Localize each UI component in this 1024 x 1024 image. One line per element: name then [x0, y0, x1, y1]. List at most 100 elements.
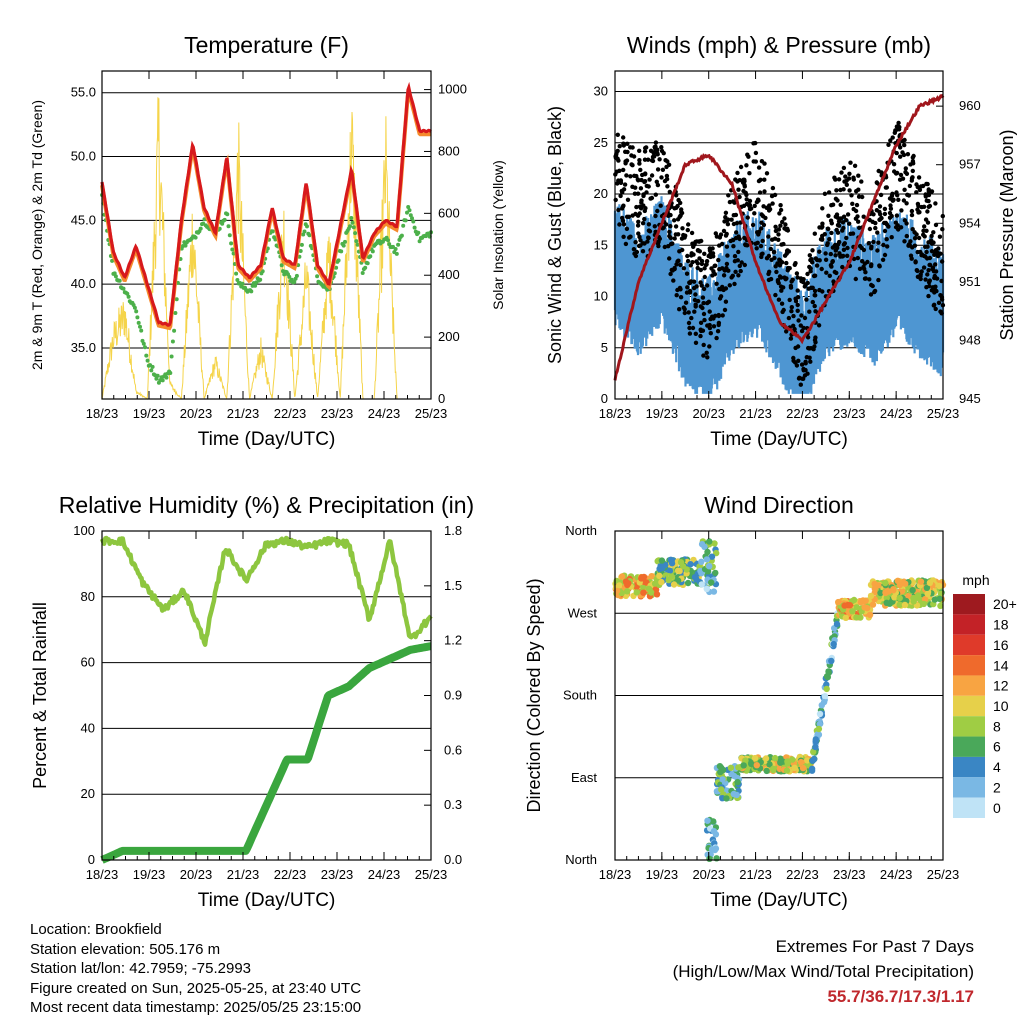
temp-dewpoint-point	[401, 223, 406, 228]
winds-gust-point	[895, 223, 900, 228]
dir-colorbar-label: 18	[993, 617, 1009, 633]
winds-gust-point	[615, 156, 620, 161]
winds-gust-point	[902, 239, 907, 244]
dir-direction-point	[748, 760, 755, 767]
winds-gust-point	[638, 167, 643, 173]
dir-direction-point	[718, 786, 725, 793]
winds-gust-point	[733, 212, 739, 218]
rh-xtick-label: 21/23	[227, 867, 260, 882]
winds-gust-point	[843, 174, 848, 179]
winds-gust-point	[658, 203, 663, 208]
winds-gust-point	[720, 313, 725, 318]
winds-gust-point	[769, 257, 774, 262]
winds-gust-point	[878, 192, 884, 198]
winds-gust-point	[667, 229, 672, 235]
winds-gust-point	[841, 165, 847, 171]
winds-gust-point	[911, 153, 916, 159]
winds-gust-point	[764, 171, 770, 176]
dir-direction-point	[713, 549, 720, 557]
temp-dewpoint-point	[121, 286, 126, 291]
winds-gust-point	[785, 265, 791, 271]
winds-gust-point	[873, 220, 878, 226]
temp-dewpoint-point	[150, 364, 155, 369]
winds-gust-point	[647, 177, 652, 182]
winds-gust-point	[655, 152, 660, 157]
dir-direction-point	[706, 538, 713, 545]
rh-ytick-right-label: 0.0	[444, 852, 462, 867]
dir-direction-point	[656, 572, 663, 579]
dir-direction-point	[799, 764, 807, 772]
winds-gust-point	[631, 247, 637, 252]
dir-direction-point	[833, 620, 841, 628]
winds-gust-point	[667, 189, 672, 195]
dir-direction-point	[810, 755, 818, 763]
winds-gust-point	[731, 244, 736, 249]
winds-gust-point	[845, 245, 850, 251]
winds-gust-point	[844, 235, 849, 241]
winds-ytick-right-label: 960	[959, 98, 981, 113]
winds-gust-point	[766, 234, 771, 239]
winds-gust-point	[932, 252, 937, 257]
rh-ytick-right-label: 0.3	[444, 797, 462, 812]
winds-gust-point	[906, 193, 912, 198]
winds-gust-point	[826, 190, 832, 195]
rh-xtick-label: 23/23	[321, 867, 354, 882]
winds-gust-point	[687, 288, 693, 294]
winds-gust-point	[755, 230, 760, 235]
dir-direction-point	[853, 604, 860, 611]
temp-dewpoint-point	[349, 216, 354, 220]
winds-gust-point	[926, 293, 931, 299]
temp-dewpoint-point	[134, 309, 139, 314]
dir-direction-point	[706, 855, 713, 862]
winds-gust-point	[882, 252, 888, 258]
dir-direction-point	[734, 778, 741, 786]
dir-direction-point	[920, 600, 928, 608]
winds-gust-point	[672, 218, 677, 223]
winds-gust-point	[744, 201, 750, 207]
winds-gust-point	[681, 266, 687, 271]
winds-gust-point	[733, 269, 738, 274]
winds-gust-point	[888, 138, 893, 143]
winds-gust-point	[615, 132, 620, 137]
temp-solar-line	[101, 97, 431, 400]
winds-gust-point	[718, 287, 723, 292]
winds-ytick-label: 30	[594, 84, 608, 99]
info-location: Location: Brookfield	[30, 921, 162, 938]
winds-gust-point	[642, 216, 647, 222]
dir-direction-point	[883, 594, 890, 602]
winds-gust-point	[847, 188, 852, 193]
winds-gust-point	[752, 211, 757, 216]
station-info: Location: Brookfield Station elevation: …	[30, 920, 361, 1018]
winds-gust-point	[851, 177, 856, 182]
winds-gust-point	[732, 200, 737, 205]
temp-xtick-label: 20/23	[180, 406, 213, 421]
dir-direction-point	[742, 757, 749, 764]
dir-direction-point	[910, 598, 917, 605]
dir-direction-point	[882, 579, 889, 587]
temp-dewpoint-point	[410, 216, 414, 221]
winds-gust-point	[933, 262, 938, 267]
winds-gust-point	[804, 297, 809, 302]
winds-gust-point	[788, 283, 794, 289]
winds-gust-point	[767, 203, 772, 208]
winds-gust-point	[616, 207, 621, 213]
winds-gust-point	[621, 222, 627, 227]
winds-gust-point	[698, 333, 703, 339]
winds-gust-point	[830, 202, 836, 207]
dir-ytick-label: North	[565, 852, 597, 867]
dir-xtick-label: 22/23	[786, 867, 819, 882]
winds-gust-point	[691, 252, 696, 257]
winds-gust-point	[927, 278, 932, 283]
winds-gust-point	[863, 270, 868, 275]
winds-gust-point	[894, 150, 899, 156]
winds-gust-point	[708, 331, 713, 336]
dir-title: Wind Direction	[704, 492, 854, 518]
winds-gust-point	[914, 182, 919, 187]
winds-gust-point	[925, 272, 930, 277]
temp-xlabel: Time (Day/UTC)	[198, 429, 336, 450]
dir-direction-point	[877, 589, 884, 597]
winds-gust-point	[725, 217, 731, 222]
winds-gust-point	[921, 265, 927, 270]
winds-gust-point	[895, 170, 900, 176]
winds-gust-point	[736, 187, 741, 192]
